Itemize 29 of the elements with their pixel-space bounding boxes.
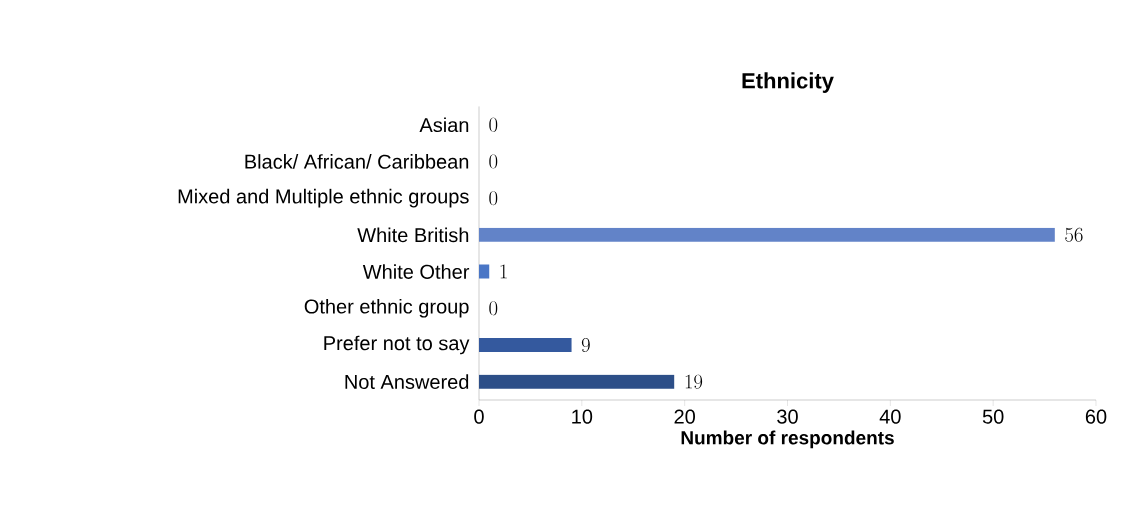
bar [479,264,490,279]
y-tick-label: Other ethnic group [304,298,469,318]
data-label: 0 [489,117,498,132]
x-tick-label: 40 [879,409,901,424]
data-label: 19 [685,374,703,389]
bar [479,337,572,352]
data-label: 1 [500,264,507,279]
chart-title: Ethnicity [742,72,834,93]
data-label: 56 [1065,227,1083,242]
y-tick-label: Not Answered [345,374,469,389]
x-tick-label: 60 [1085,409,1107,424]
x-tick-label: 50 [982,409,1004,424]
data-label: 9 [581,337,590,352]
x-tick-label: 20 [674,409,695,424]
x-tick-label: 30 [777,409,798,424]
x-axis-title: Number of respondents [681,430,894,449]
y-tick-label: White Other [362,264,470,279]
data-label: 0 [489,301,498,316]
y-tick-label: Asian [419,117,469,133]
y-tick-label: Mixed and Multiple ethnic groups [178,188,469,208]
y-tick-label: Prefer not to say [324,335,470,355]
bar [479,227,1055,242]
x-tick-label: 0 [474,409,484,424]
y-tick-label: Black/ African/ Caribbean [245,154,469,169]
data-label: 0 [489,154,498,169]
x-tick-label: 10 [572,409,593,424]
bar [479,374,675,389]
y-tick-label: White British [357,227,469,243]
data-label: 0 [489,191,498,206]
